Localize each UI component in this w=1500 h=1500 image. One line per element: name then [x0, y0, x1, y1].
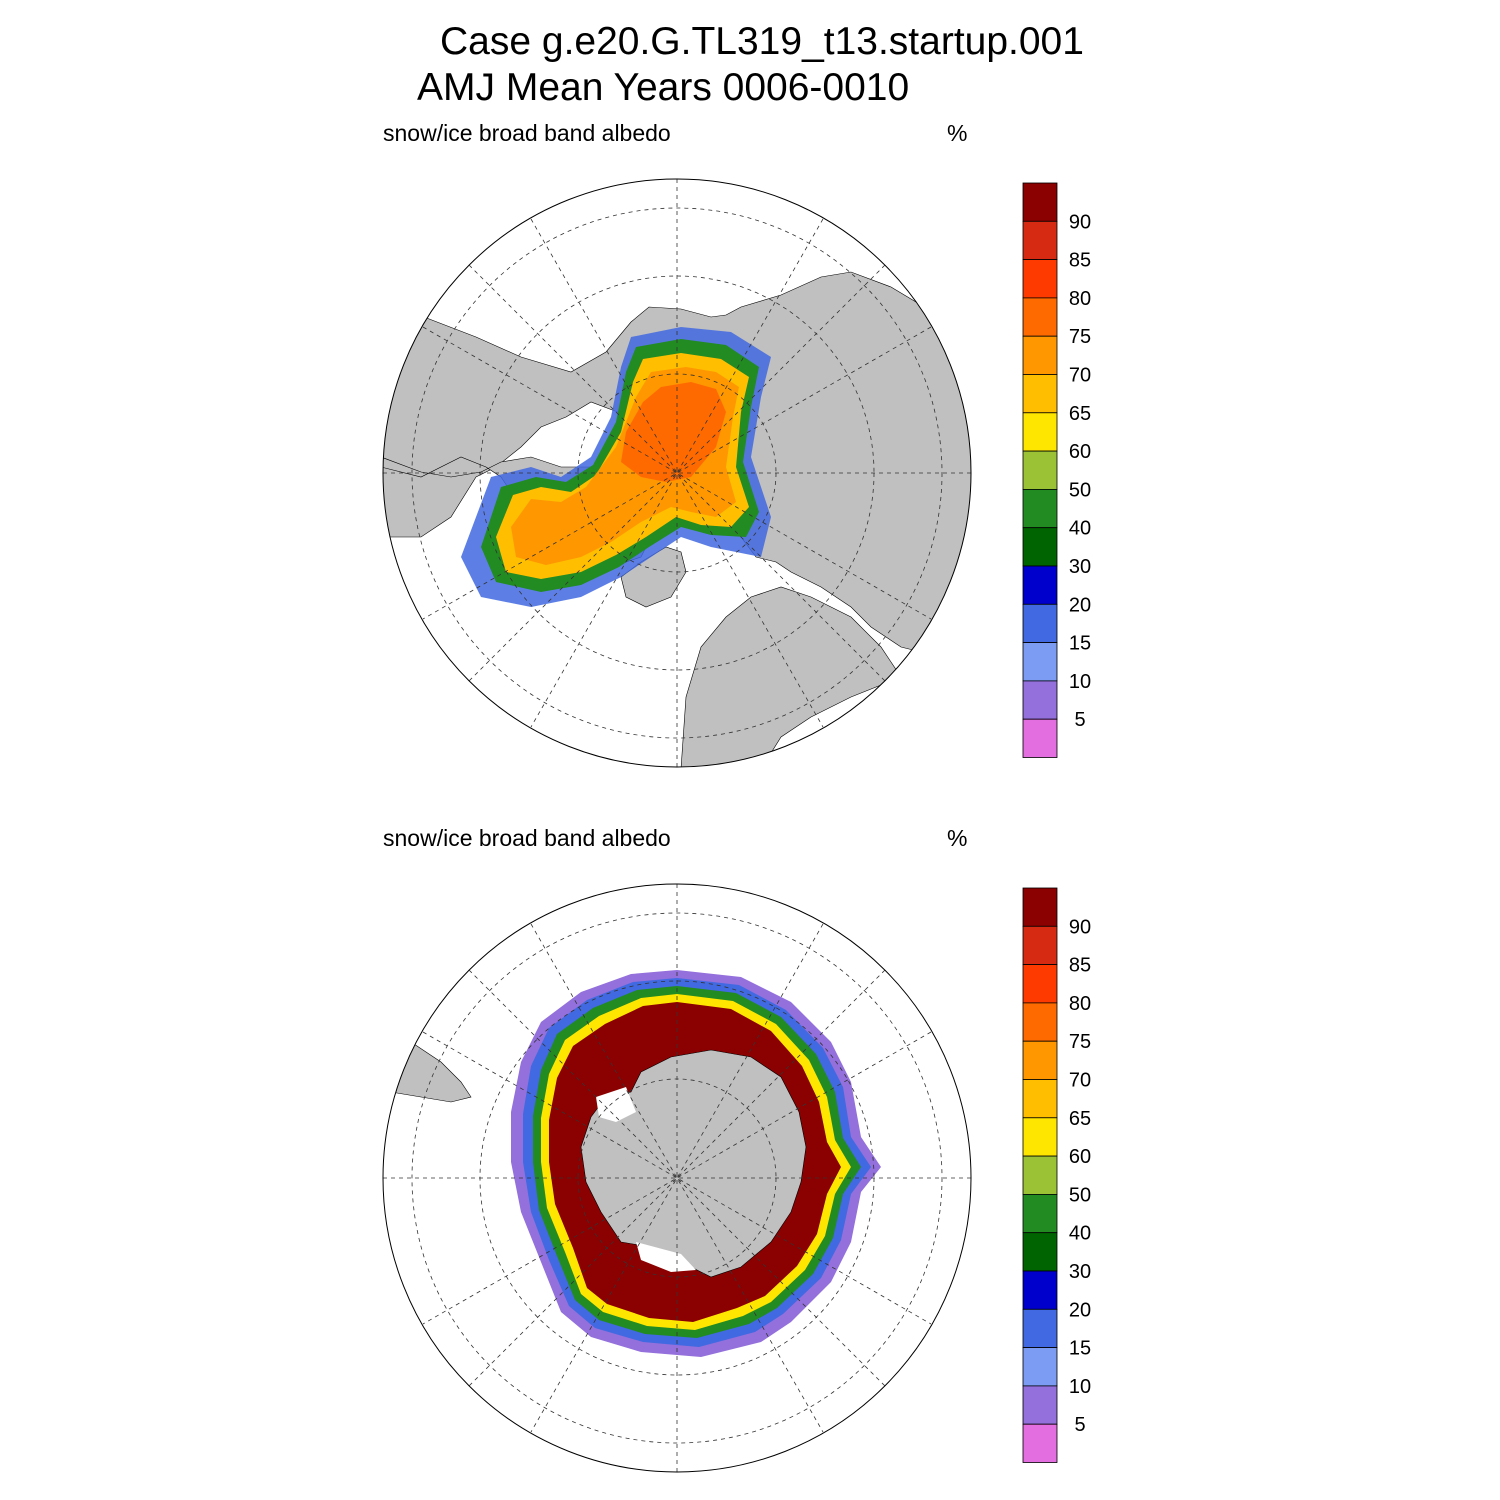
colorbar-swatch [1022, 603, 1058, 643]
colorbar-tick-label: 15 [1069, 1338, 1091, 1360]
colorbar-swatch [1022, 1347, 1058, 1387]
north-colorbar: 90 85 80 75 70 65 60 50 40 30 20 15 10 5 [1022, 182, 1091, 758]
colorbar-swatch [1022, 259, 1058, 299]
colorbar-swatch [1022, 1193, 1058, 1234]
colorbar-swatch [1022, 1155, 1058, 1195]
south-ice-shelf-ross [636, 1242, 696, 1272]
colorbar-tick-label: 5 [1074, 1414, 1085, 1436]
colorbar-swatch [1022, 220, 1058, 260]
colorbar-swatch [1022, 488, 1058, 529]
colorbar-tick-label: 50 [1069, 1184, 1091, 1206]
colorbar-swatch [1022, 1002, 1058, 1042]
colorbar-tick-label: 90 [1069, 211, 1091, 233]
colorbar-tick-label: 20 [1069, 594, 1091, 616]
colorbar-swatch [1022, 1040, 1058, 1080]
colorbar-swatch [1022, 925, 1058, 965]
colorbar-swatch [1022, 1232, 1058, 1272]
colorbar-swatch [1022, 680, 1058, 720]
colorbar-swatch [1022, 335, 1058, 375]
colorbar-tick-label: 60 [1069, 441, 1091, 463]
south-panel-units: % [947, 825, 968, 851]
colorbar-tick-label: 20 [1069, 1299, 1091, 1321]
colorbar-tick-label: 90 [1069, 916, 1091, 938]
colorbar-swatch [1022, 1423, 1058, 1463]
colorbar-swatch [1022, 374, 1058, 414]
south-panel-variable-label: snow/ice broad band albedo [383, 825, 671, 851]
colorbar-tick-label: 40 [1069, 1223, 1091, 1245]
colorbar-tick-label: 30 [1069, 1261, 1091, 1283]
north-polar-map [382, 178, 972, 768]
colorbar-tick-label: 75 [1069, 1031, 1091, 1053]
colorbar-tick-label: 30 [1069, 556, 1091, 578]
colorbar-tick-label: 15 [1069, 633, 1091, 655]
colorbar-swatch [1022, 1079, 1058, 1119]
colorbar-tick-label: 70 [1069, 365, 1091, 387]
colorbar-swatch [1022, 642, 1058, 682]
colorbar-swatch [1022, 1117, 1058, 1157]
colorbar-swatch [1022, 1308, 1058, 1348]
colorbar-swatch [1022, 1270, 1058, 1310]
colorbar-tick-label: 10 [1069, 1376, 1091, 1398]
north-panel-variable-label: snow/ice broad band albedo [383, 120, 671, 146]
colorbar-swatch [1022, 718, 1058, 758]
colorbar-tick-label: 40 [1069, 518, 1091, 540]
figure-title-line1: Case g.e20.G.TL319_t13.startup.001 [440, 20, 1084, 63]
colorbar-swatch [1022, 964, 1058, 1004]
north-ice-dark-orange-center [621, 382, 726, 482]
colorbar-tick-label: 80 [1069, 288, 1091, 310]
colorbar-tick-label: 50 [1069, 479, 1091, 501]
south-colorbar: 90 85 80 75 70 65 60 50 40 30 20 15 10 5 [1022, 887, 1091, 1463]
colorbar-swatch [1022, 887, 1058, 927]
figure-title-line2: AMJ Mean Years 0006-0010 [417, 66, 910, 109]
colorbar-tick-label: 75 [1069, 326, 1091, 348]
colorbar-tick-label: 60 [1069, 1146, 1091, 1168]
colorbar-tick-label: 65 [1069, 1108, 1091, 1130]
colorbar-swatch [1022, 182, 1058, 222]
colorbar-tick-label: 80 [1069, 993, 1091, 1015]
south-ice-shelf-weddell [596, 1087, 636, 1122]
colorbar-tick-label: 70 [1069, 1070, 1091, 1092]
colorbar-swatch [1022, 1385, 1058, 1425]
colorbar-tick-label: 85 [1069, 955, 1091, 977]
colorbar-swatch [1022, 297, 1058, 337]
colorbar-swatch [1022, 527, 1058, 567]
colorbar-swatch [1022, 412, 1058, 452]
colorbar-tick-label: 65 [1069, 403, 1091, 425]
north-panel-units: % [947, 120, 968, 146]
colorbar-swatch [1022, 450, 1058, 490]
colorbar-tick-label: 85 [1069, 250, 1091, 272]
colorbar-swatch [1022, 565, 1058, 605]
colorbar-tick-label: 10 [1069, 671, 1091, 693]
colorbar-tick-label: 5 [1074, 709, 1085, 731]
south-polar-map [382, 883, 972, 1473]
north-land-europe [680, 586, 902, 767]
